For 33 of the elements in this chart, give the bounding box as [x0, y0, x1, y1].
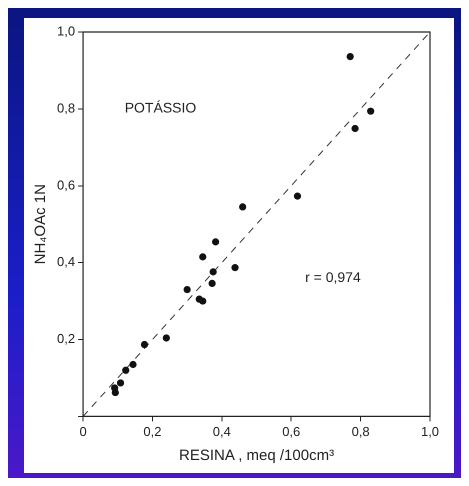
- point: [208, 280, 216, 287]
- y-tick-label: 1,0: [56, 24, 76, 39]
- y-tick-label: 0,6: [56, 177, 76, 192]
- point: [116, 379, 124, 387]
- x-tick-label: 0,4: [212, 424, 231, 439]
- point: [231, 264, 239, 272]
- point: [162, 334, 170, 342]
- point: [112, 388, 119, 396]
- point: [367, 108, 374, 115]
- x-tick-label: 0,6: [282, 424, 300, 439]
- y-tick-label: 0,8: [56, 100, 76, 116]
- point: [199, 297, 206, 305]
- x-tick-label: 0: [79, 424, 87, 439]
- point: [199, 253, 206, 260]
- x-tick-label: 0,8: [352, 424, 370, 439]
- point: [351, 124, 359, 132]
- annotation: POTÁSSIO: [124, 100, 196, 116]
- x-axis-title: RESINA , meq /100cm³: [179, 447, 334, 464]
- y-tick-label: 0,2: [56, 331, 76, 346]
- y-tick-label: 0,4: [56, 254, 76, 270]
- point: [129, 360, 137, 368]
- point: [294, 192, 302, 200]
- point: [239, 203, 246, 210]
- point: [212, 238, 220, 246]
- point: [122, 366, 130, 374]
- x-tick-label: 1,0: [420, 424, 440, 439]
- x-tick-label: 0,2: [143, 424, 162, 439]
- y-axis-title: NH₄OAc 1N: [32, 184, 50, 264]
- point: [210, 268, 217, 276]
- point: [184, 286, 191, 294]
- point: [140, 340, 148, 348]
- point: [346, 53, 354, 60]
- annotation: r = 0,974: [305, 268, 361, 285]
